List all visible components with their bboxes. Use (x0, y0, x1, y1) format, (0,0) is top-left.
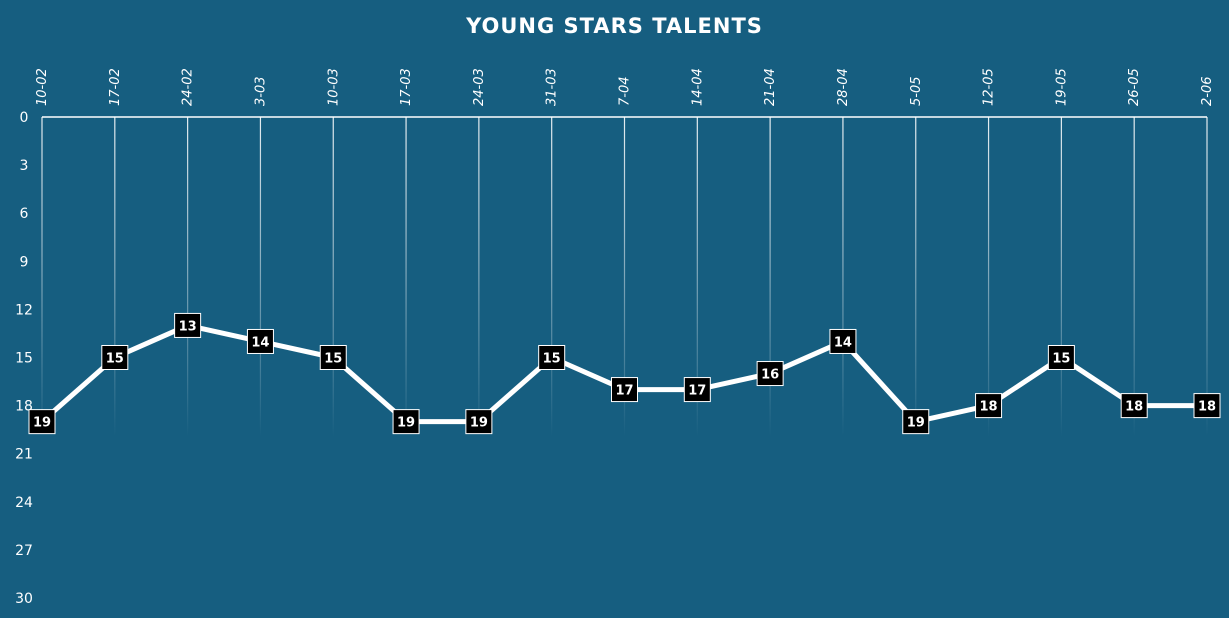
x-tick-label: 28-04 (836, 68, 851, 106)
y-tick-label: 15 (15, 351, 33, 367)
data-point (683, 377, 711, 403)
data-label: 19 (470, 416, 488, 431)
data-label: 15 (543, 352, 561, 367)
x-tick-label: 26-05 (1127, 68, 1142, 106)
x-tick-label: 24-02 (181, 68, 196, 106)
data-label: 15 (106, 352, 124, 367)
data-label: 18 (1125, 400, 1143, 415)
data-point (246, 328, 274, 354)
y-tick-label: 24 (15, 495, 33, 511)
x-tick-label: 31-03 (545, 68, 560, 106)
data-point (538, 345, 566, 370)
gridline (987, 117, 990, 437)
data-label: 17 (688, 384, 706, 399)
data-markers: 19 15 13 14 15 19 19 15 17 17 16 14 19 18 15 18 18 (28, 312, 1221, 435)
y-axis: 0 3 6 9 12 15 18 21 24 27 30 (15, 110, 33, 607)
x-tick-label: 10-02 (35, 68, 50, 106)
data-point (902, 409, 930, 435)
data-point (101, 345, 129, 370)
data-point (1193, 393, 1221, 419)
gridline (114, 117, 116, 437)
gridline (623, 117, 626, 437)
data-point (392, 409, 420, 435)
gridline (915, 117, 917, 437)
y-tick-label: 0 (20, 110, 29, 126)
data-point (28, 409, 56, 435)
data-point (829, 328, 857, 354)
gridline (551, 117, 553, 437)
gridline (842, 117, 844, 437)
data-label: 14 (834, 335, 852, 350)
gridline (1133, 117, 1135, 437)
x-tick-label: 5-05 (909, 76, 924, 106)
gridline (769, 117, 771, 437)
y-tick-label: 6 (20, 206, 29, 222)
grid-lines (41, 117, 1208, 437)
gridline (478, 117, 480, 437)
y-tick-label: 30 (15, 591, 33, 607)
x-tick-labels: 10-02 17-02 24-02 3-03 10-03 17-03 24-03 31-03 7… (35, 68, 1215, 106)
x-tick-label: 24-03 (472, 68, 487, 106)
y-tick-label: 12 (15, 302, 33, 318)
data-point (1120, 393, 1148, 419)
gridline (1060, 117, 1062, 437)
x-tick-label: 7-04 (618, 76, 633, 106)
data-label: 17 (615, 384, 633, 399)
data-point (319, 345, 347, 370)
x-tick-label: 17-03 (399, 68, 414, 106)
x-tick-label: 12-05 (982, 68, 997, 106)
gridline (405, 117, 407, 437)
x-tick-label: 21-04 (763, 68, 778, 106)
x-tick-label: 14-04 (690, 68, 705, 106)
y-tick-label: 21 (15, 447, 33, 463)
x-tick-label: 3-03 (253, 76, 268, 106)
data-label: 15 (324, 352, 342, 367)
data-point (1047, 345, 1075, 370)
data-label: 18 (1198, 400, 1216, 415)
chart-title: YOUNG STARS TALENTS (466, 14, 763, 38)
data-label: 19 (33, 416, 51, 431)
x-tick-label: 19-05 (1054, 68, 1069, 106)
data-label: 16 (761, 368, 779, 383)
gridline (187, 117, 189, 437)
gridline (696, 117, 698, 437)
y-tick-label: 18 (15, 399, 33, 415)
data-point (465, 409, 493, 435)
y-tick-label: 3 (20, 158, 29, 174)
x-tick-label: 2-06 (1200, 76, 1215, 106)
gridline (332, 117, 334, 437)
gridline (41, 117, 43, 437)
data-label: 13 (179, 319, 197, 334)
x-tick-label: 10-03 (326, 68, 341, 106)
data-label: 18 (980, 400, 998, 415)
data-label: 19 (397, 416, 415, 431)
gridline (1206, 117, 1208, 437)
data-point (174, 312, 202, 338)
gridline (259, 117, 262, 437)
data-label: 19 (907, 416, 925, 431)
data-label: 14 (251, 335, 269, 350)
y-tick-label: 9 (20, 254, 29, 270)
y-tick-label: 27 (15, 543, 33, 559)
data-label: 15 (1052, 352, 1070, 367)
data-point (611, 377, 638, 403)
x-tick-label: 17-02 (108, 68, 123, 106)
data-point (975, 393, 1003, 419)
data-point (756, 361, 784, 387)
